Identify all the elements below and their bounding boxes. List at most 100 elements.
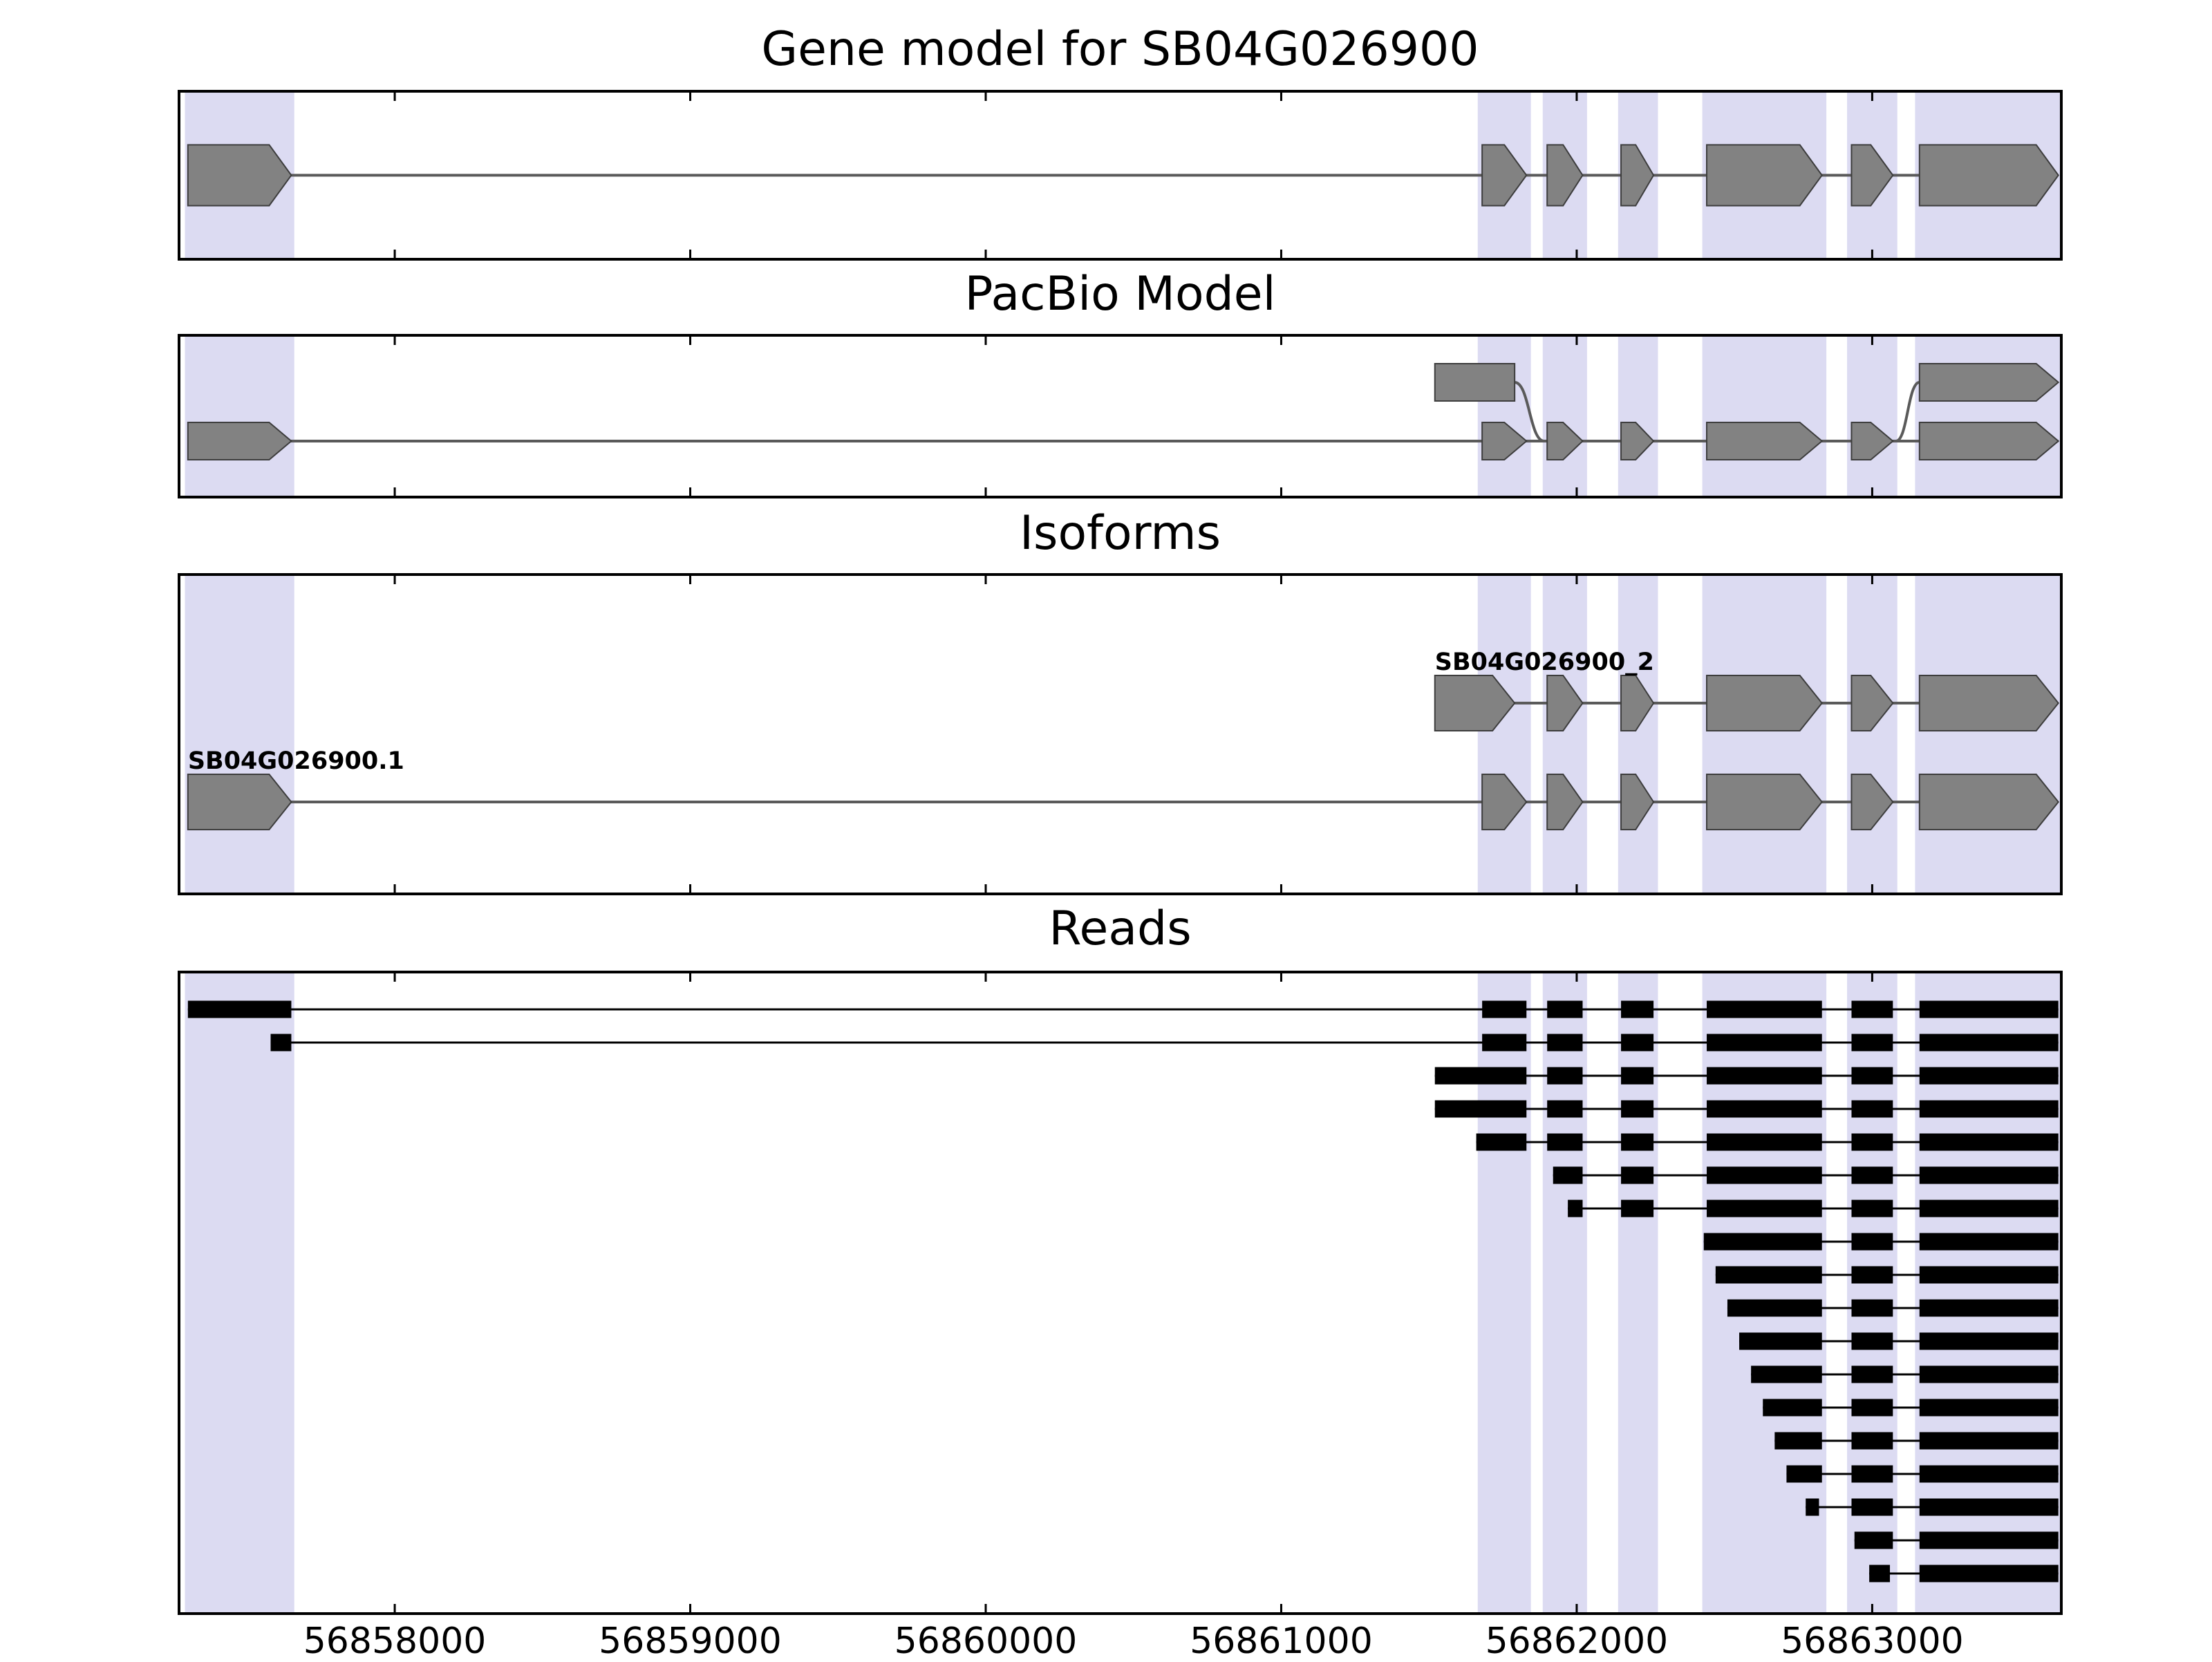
junction-curve: [1514, 381, 1545, 442]
read-exon: [1739, 1332, 1822, 1350]
read-exon: [1434, 1100, 1527, 1118]
read-exon: [1434, 1067, 1527, 1085]
read-exon: [1851, 1000, 1893, 1018]
read-exon: [1707, 1000, 1822, 1018]
exon: [1481, 774, 1528, 830]
highlight-band: [1618, 334, 1658, 498]
highlight-band: [1702, 334, 1827, 498]
read-exon: [1707, 1133, 1822, 1151]
highlight-band: [1702, 573, 1827, 895]
read-exon: [1621, 1034, 1654, 1052]
x-axis-tick-label: 56863000: [1781, 1621, 1964, 1662]
exon: [1918, 774, 2060, 830]
read-exon: [1547, 1100, 1583, 1118]
read-exon: [1568, 1199, 1583, 1217]
read-exon: [270, 1034, 292, 1052]
read-exon: [1851, 1465, 1893, 1483]
exon: [1850, 675, 1894, 731]
read-exon: [1919, 1000, 2059, 1018]
read-exon: [1851, 1399, 1893, 1417]
read-exon: [1621, 1000, 1654, 1018]
read-exon: [1806, 1498, 1819, 1516]
reads-title: Reads: [1049, 902, 1192, 956]
exon: [1481, 144, 1528, 207]
x-axis: 56858000 56859000 56860000 56861000 56862000…: [0, 1621, 2212, 1662]
read-exon: [1707, 1034, 1822, 1052]
exon: [1546, 774, 1584, 830]
read-exon: [1851, 1233, 1893, 1251]
read-exon: [1919, 1365, 2059, 1383]
read-exon: [1919, 1332, 2059, 1350]
read-exon: [1919, 1399, 2059, 1417]
read-exon: [1851, 1166, 1893, 1184]
read-exon: [1547, 1133, 1583, 1151]
x-axis-tick-label: 56859000: [599, 1621, 782, 1662]
exon: [1434, 363, 1516, 402]
read-exon: [1851, 1067, 1893, 1085]
read-exon: [1919, 1133, 2059, 1151]
read-exon: [1476, 1133, 1527, 1151]
isoforms-track: SB04G026900_2 SB04G026900.1: [178, 573, 2063, 895]
read-exon: [1707, 1067, 1822, 1085]
exon: [1918, 144, 2059, 207]
exon: [1434, 675, 1516, 731]
read-exon: [1919, 1432, 2059, 1450]
exon: [1850, 774, 1894, 830]
exon: [1481, 422, 1528, 460]
exon: [1546, 144, 1584, 207]
read-exon: [1727, 1299, 1822, 1317]
isoform-label: SB04G026900_2: [1435, 648, 1654, 676]
highlight-band: [1477, 573, 1531, 895]
read-exon: [1919, 1067, 2059, 1085]
highlight-band: [1915, 573, 2061, 895]
read-exon: [1547, 1067, 1583, 1085]
read-exon: [1774, 1432, 1822, 1450]
read-exon: [1621, 1199, 1654, 1217]
read-exon: [1919, 1565, 2059, 1582]
exon: [1620, 422, 1655, 460]
isoforms-title: Isoforms: [1019, 506, 1221, 561]
highlight-band: [185, 971, 294, 1615]
exon: [187, 774, 292, 830]
highlight-band: [1915, 334, 2061, 498]
read-exon: [1919, 1299, 2059, 1317]
read-exon: [1786, 1465, 1822, 1483]
exon: [187, 422, 292, 460]
panel-border: [178, 971, 2063, 1615]
exon: [1918, 422, 2060, 460]
read-exon: [1621, 1166, 1654, 1184]
read-exon: [1851, 1266, 1893, 1284]
exon: [1706, 774, 1824, 830]
read-exon: [1919, 1034, 2059, 1052]
x-axis-tick-label: 56858000: [303, 1621, 487, 1662]
exon: [1620, 774, 1655, 830]
read-exon: [1482, 1034, 1527, 1052]
highlight-band: [1542, 573, 1587, 895]
isoform-label: SB04G026900.1: [188, 747, 404, 775]
exon: [1620, 144, 1655, 207]
read-exon: [1919, 1100, 2059, 1118]
exon: [1918, 363, 2060, 402]
read-exon: [1621, 1133, 1654, 1151]
read-exon: [1707, 1100, 1822, 1118]
pacbio-title: PacBio Model: [964, 267, 1276, 321]
x-axis-tick-label: 56860000: [894, 1621, 1078, 1662]
exon: [1706, 422, 1824, 460]
read-exon: [1854, 1531, 1893, 1549]
read-exon: [1851, 1199, 1893, 1217]
read-exon: [1547, 1000, 1583, 1018]
x-axis-tick-label: 56862000: [1485, 1621, 1669, 1662]
highlight-band: [1847, 573, 1897, 895]
read-exon: [1851, 1432, 1893, 1450]
panel-border: [178, 90, 2063, 261]
read-exon: [1547, 1034, 1583, 1052]
read-exon: [1869, 1565, 1891, 1582]
read-exon: [187, 1000, 292, 1018]
read-exon: [1919, 1266, 2059, 1284]
read-exon: [1851, 1332, 1893, 1350]
figure-title: Gene model for SB04G026900: [761, 22, 1479, 77]
exon: [187, 144, 292, 207]
exon: [1620, 675, 1655, 731]
junction-curve: [1895, 381, 1920, 442]
read-exon: [1707, 1166, 1822, 1184]
